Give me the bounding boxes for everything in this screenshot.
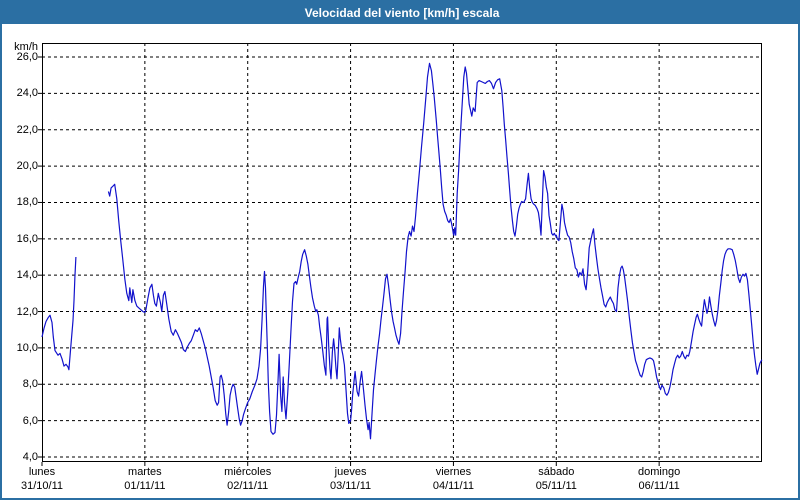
x-axis-day-label: sábado 05/11/11 <box>511 465 601 493</box>
day-date: 04/11/11 <box>432 480 475 492</box>
chart-title-bar: Velocidad del viento [km/h] escala <box>2 2 800 24</box>
x-axis-day-label: domingo 06/11/11 <box>614 465 704 493</box>
day-date: 06/11/11 <box>638 480 680 492</box>
y-axis-tick-label: 12,0 <box>16 305 38 318</box>
day-name: miércoles <box>224 466 272 478</box>
day-date: 02/11/11 <box>227 480 269 492</box>
x-axis-day-label: lunes 31/10/11 <box>0 465 87 493</box>
day-name: domingo <box>638 466 681 478</box>
day-date: 31/10/11 <box>20 480 63 492</box>
x-axis-day-label: viernes 04/11/11 <box>408 465 498 493</box>
wind-speed-series-line <box>41 256 77 371</box>
plot-border <box>42 43 762 462</box>
day-name: lunes <box>28 466 56 478</box>
day-name: viernes <box>435 466 472 478</box>
x-axis-day-label: miércoles 02/11/11 <box>203 465 293 493</box>
chart-title: Velocidad del viento [km/h] escala <box>304 6 500 20</box>
wind-speed-series-line <box>107 62 763 440</box>
day-name: sábado <box>538 466 575 478</box>
y-axis-tick-label: 10,0 <box>16 341 38 354</box>
y-axis-unit-label: km/h <box>14 41 38 53</box>
y-axis-tick-label: 4,0 <box>22 451 38 463</box>
day-date: 03/11/11 <box>329 480 372 492</box>
y-axis-tick-label: 16,0 <box>16 232 38 245</box>
y-axis-tick-label: 14,0 <box>16 269 38 282</box>
day-date: 01/11/11 <box>124 480 166 492</box>
x-axis-day-label: martes 01/11/11 <box>100 465 190 493</box>
y-axis-tick-label: 8,0 <box>22 378 38 391</box>
day-name: martes <box>128 466 162 478</box>
y-axis-tick-label: 20,0 <box>16 160 38 173</box>
y-axis-tick-label: 24,0 <box>16 87 38 100</box>
day-name: jueves <box>334 466 367 478</box>
y-axis-tick-label: 22,0 <box>16 123 38 136</box>
day-date: 05/11/11 <box>535 480 577 492</box>
x-axis-day-label: jueves 03/11/11 <box>306 465 396 493</box>
y-axis-tick-label: 18,0 <box>16 196 38 209</box>
y-axis-tick-label: 26,0 <box>16 51 38 63</box>
y-axis-tick-label: 6,0 <box>22 414 38 427</box>
